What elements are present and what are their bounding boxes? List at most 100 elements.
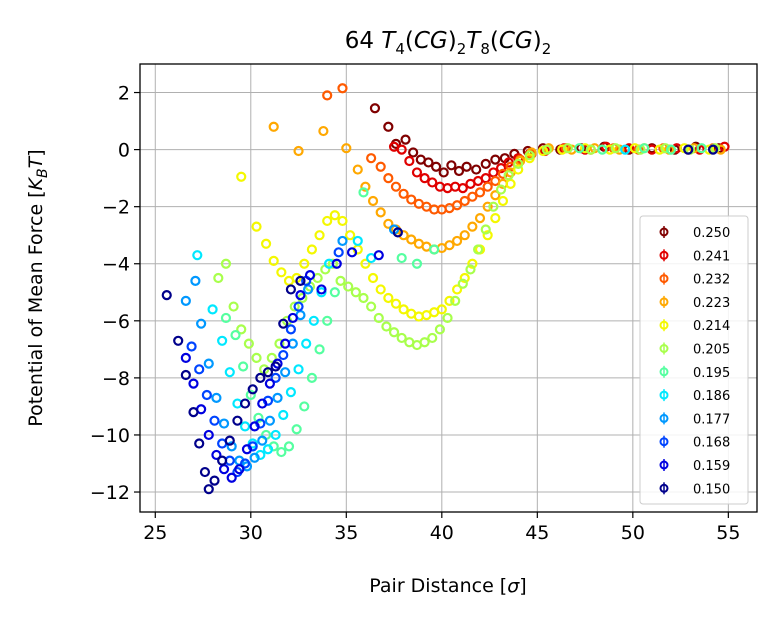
data-point <box>352 235 363 247</box>
data-point <box>224 367 235 378</box>
data-point <box>427 177 438 188</box>
data-point <box>683 144 694 155</box>
data-point <box>482 181 493 192</box>
data-point <box>188 378 199 389</box>
data-point <box>446 160 457 171</box>
data-point <box>610 143 621 154</box>
data-point <box>444 240 455 251</box>
data-point <box>383 218 394 229</box>
data-point <box>306 372 318 383</box>
data-point <box>375 161 386 172</box>
y-axis-label: Potential of Mean Force [KBT] <box>25 149 51 426</box>
data-point <box>434 324 446 335</box>
data-point <box>335 275 346 286</box>
data-point <box>213 272 224 284</box>
data-point <box>285 387 297 398</box>
legend-label: 0.241 <box>693 249 730 264</box>
data-point <box>457 278 468 289</box>
data-point <box>400 134 411 145</box>
chart-title: 64 T4(CG)2T8(CG)2 <box>345 28 552 58</box>
data-point <box>251 352 262 364</box>
series-0.186 <box>192 144 631 461</box>
data-point <box>696 143 707 154</box>
data-point <box>367 272 379 284</box>
data-point <box>467 191 478 202</box>
data-point <box>375 207 386 218</box>
data-point <box>322 315 333 326</box>
data-point <box>482 201 493 212</box>
data-point <box>396 252 407 264</box>
data-point <box>241 444 253 455</box>
data-point <box>232 415 243 426</box>
data-point <box>366 301 377 312</box>
data-point <box>287 312 298 324</box>
data-point <box>358 187 369 198</box>
data-point <box>337 215 348 227</box>
legend-entry: 0.186 <box>659 389 730 404</box>
data-point <box>360 258 371 269</box>
data-point <box>278 349 289 361</box>
data-point <box>251 221 262 232</box>
data-point <box>629 143 640 154</box>
legend-marker <box>659 390 669 400</box>
data-point <box>406 194 417 205</box>
data-point <box>180 352 191 364</box>
data-point <box>245 389 256 401</box>
data-point <box>524 150 535 161</box>
data-point <box>257 398 268 409</box>
x-axis-label: Pair Distance [σ] <box>369 575 526 597</box>
y-tick-label: −12 <box>90 482 130 504</box>
data-point <box>188 407 199 418</box>
legend-entry: 0.223 <box>659 295 730 311</box>
data-point <box>337 83 348 94</box>
data-point <box>299 401 310 412</box>
data-point <box>495 163 507 174</box>
data-point <box>390 181 402 192</box>
data-point <box>266 352 277 364</box>
data-point <box>482 230 493 241</box>
legend-entry: 0.150 <box>659 482 730 497</box>
data-point <box>285 324 297 335</box>
data-point <box>480 158 491 169</box>
legend-marker <box>659 367 669 377</box>
legend-entry: 0.241 <box>659 249 730 264</box>
data-point <box>194 438 205 449</box>
data-point <box>249 421 260 432</box>
data-point <box>243 338 254 349</box>
data-point <box>369 103 381 114</box>
data-point <box>186 341 197 352</box>
data-point <box>327 258 339 269</box>
data-point <box>398 304 409 315</box>
data-point <box>196 318 207 329</box>
data-point <box>230 329 241 341</box>
legend-label: 0.250 <box>693 226 730 241</box>
data-point <box>350 287 361 298</box>
data-point <box>639 143 650 154</box>
data-point <box>373 312 384 324</box>
data-point <box>562 143 573 154</box>
legend-label: 0.150 <box>693 482 730 497</box>
data-point <box>442 312 453 324</box>
data-point <box>392 227 403 238</box>
legend-marker <box>659 297 669 307</box>
data-point <box>497 195 509 207</box>
data-point <box>358 292 369 304</box>
data-point <box>557 144 568 155</box>
legend-entry: 0.205 <box>659 342 730 358</box>
legend-entry: 0.195 <box>659 365 730 381</box>
data-point <box>268 255 279 266</box>
data-point <box>270 372 281 383</box>
data-point <box>211 449 222 461</box>
y-tick-label: −4 <box>102 254 130 276</box>
data-point <box>236 324 247 335</box>
legend-frame <box>639 215 749 505</box>
data-point <box>459 272 470 284</box>
data-point <box>220 312 232 324</box>
series-0.159 <box>180 247 384 483</box>
data-point <box>408 147 419 158</box>
data-point <box>513 158 524 169</box>
legend-label: 0.168 <box>693 436 730 451</box>
data-point <box>341 143 352 154</box>
data-point <box>201 389 212 401</box>
data-point <box>388 327 400 338</box>
